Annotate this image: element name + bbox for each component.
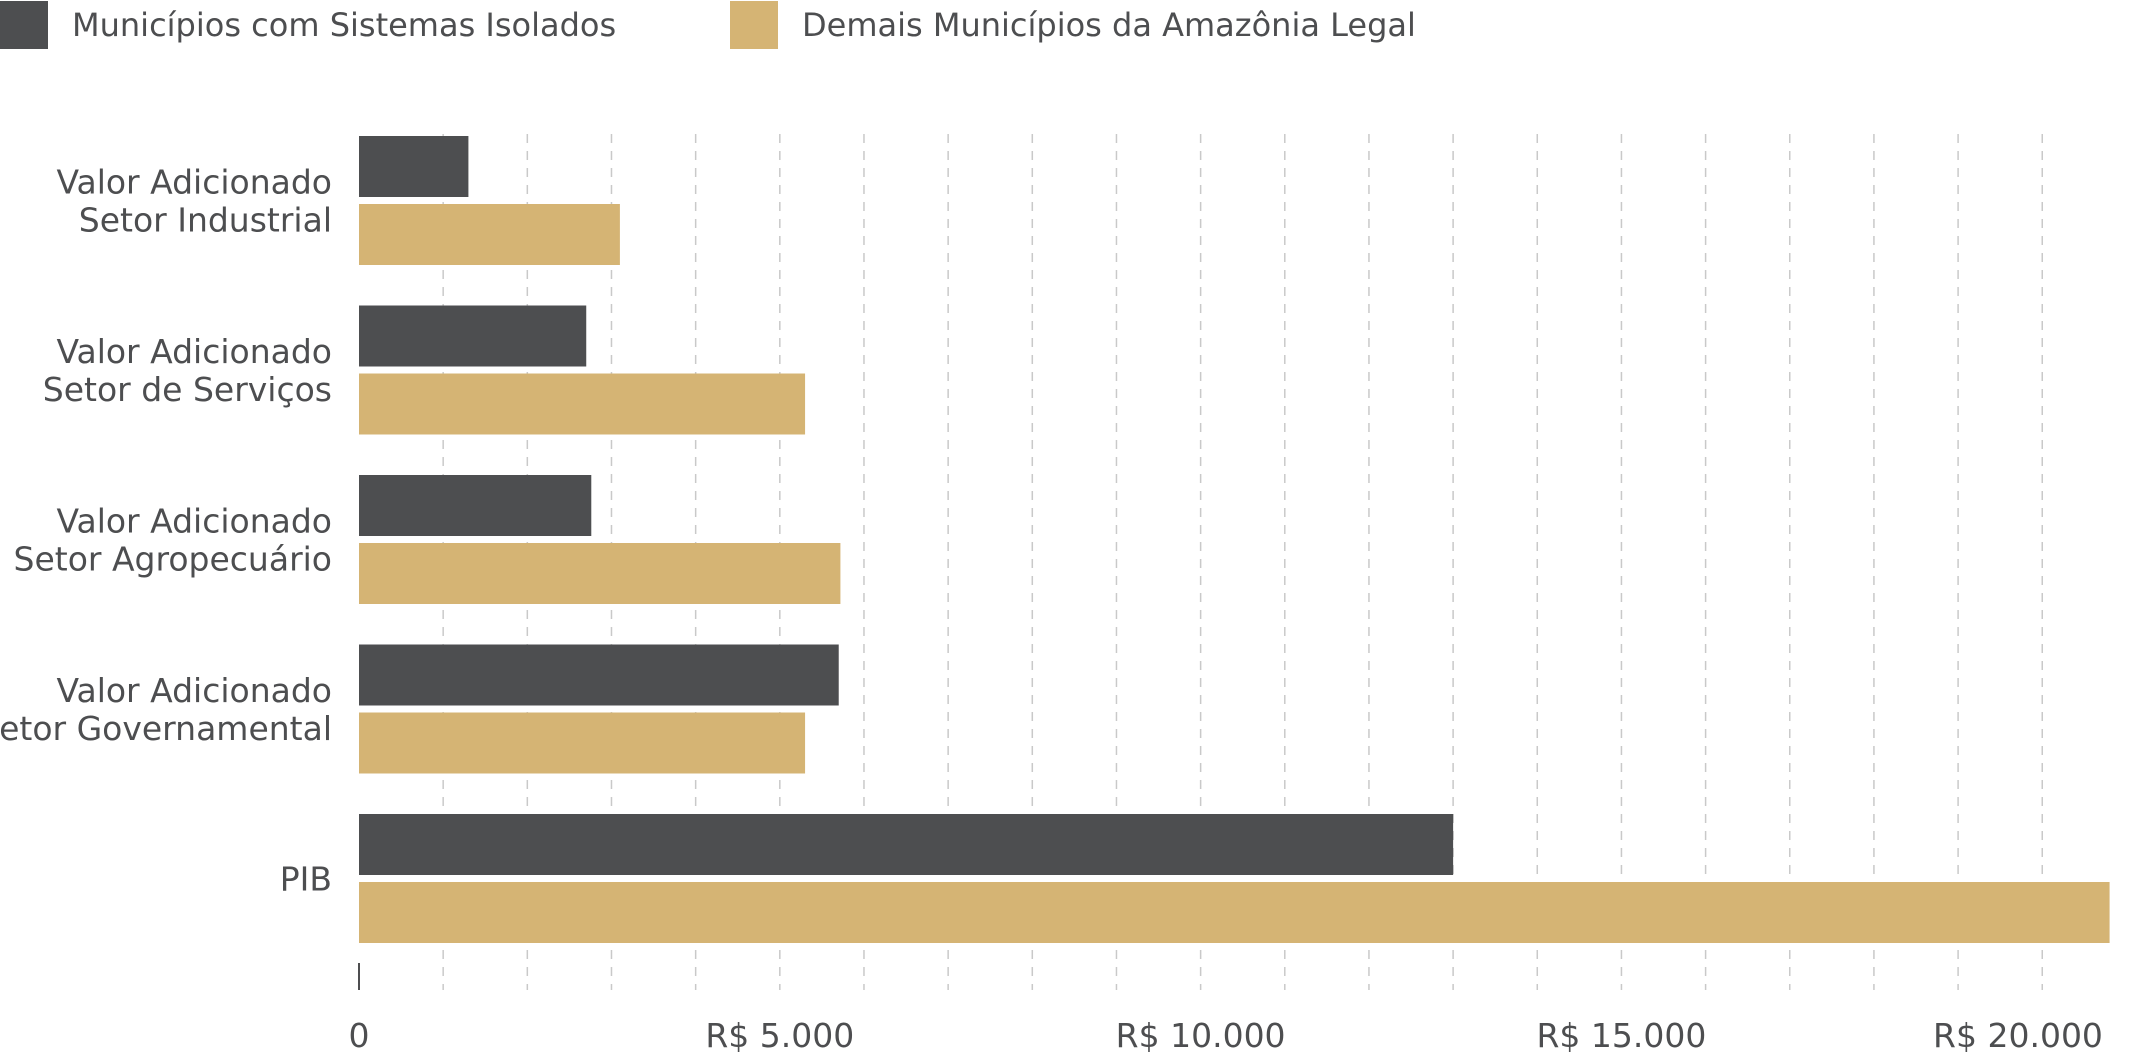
category-label: Valor Adicionado	[56, 502, 332, 541]
category-label: Valor Adicionado	[56, 163, 332, 202]
bar-others-3	[359, 712, 806, 774]
category-label: PIB	[280, 860, 332, 899]
bar-others-4	[359, 882, 2110, 943]
category-label: Setor Governamental	[0, 709, 332, 748]
bar-isolated-3	[359, 644, 839, 706]
legend-label-isolated: Municípios com Sistemas Isolados	[72, 6, 617, 44]
bar-isolated-1	[359, 305, 587, 367]
legend-item-isolated: Municípios com Sistemas Isolados	[0, 0, 616, 50]
bar-isolated-2	[359, 475, 592, 536]
bar-others-0	[359, 204, 620, 265]
bar-isolated-0	[359, 136, 469, 197]
x-tick-label: R$ 15.000	[1536, 1016, 1706, 1055]
bar-others-1	[359, 373, 806, 435]
category-label: Setor de Serviços	[43, 370, 332, 409]
x-tick-label: R$ 20.000	[1933, 1016, 2103, 1055]
bar-others-2	[359, 543, 841, 604]
category-label: Valor Adicionado	[56, 671, 332, 710]
x-tick-label: R$ 10.000	[1116, 1016, 1286, 1055]
legend-item-others: Demais Municípios da Amazônia Legal	[730, 0, 1416, 50]
legend-swatch-isolated	[0, 1, 48, 49]
category-label: Setor Industrial	[79, 201, 332, 240]
bar-isolated-4	[359, 814, 1454, 875]
category-label: Setor Agropecuário	[14, 540, 332, 579]
legend-swatch-others	[730, 1, 778, 49]
legend-label-others: Demais Municípios da Amazônia Legal	[802, 6, 1416, 44]
x-tick-label: R$ 5.000	[705, 1016, 854, 1055]
x-tick-label: 0	[349, 1016, 370, 1055]
category-label: Valor Adicionado	[56, 332, 332, 371]
